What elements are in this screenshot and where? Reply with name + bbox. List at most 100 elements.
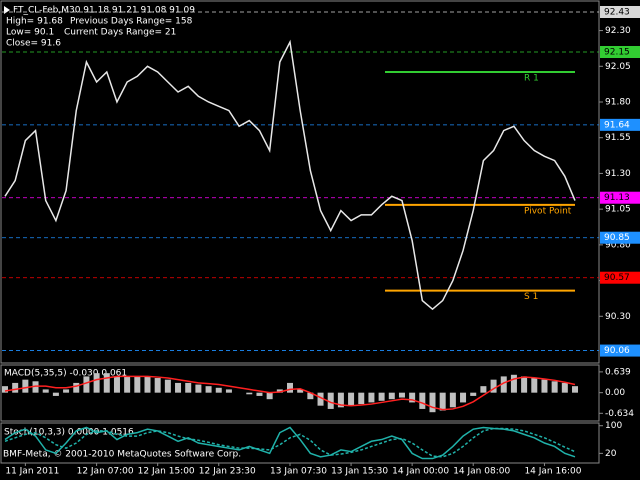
macd-bar — [358, 392, 365, 405]
x-tick-label: 12 Jan 15:00 — [138, 467, 195, 477]
x-tick-label: 13 Jan 07:30 — [270, 467, 327, 477]
macd-bar — [42, 389, 49, 393]
macd-bar — [500, 376, 507, 393]
price-marker-label: 92.43 — [604, 8, 630, 18]
macd-bar — [205, 386, 212, 393]
price-marker — [600, 231, 640, 244]
macd-bar — [429, 392, 436, 413]
macd-bar — [154, 378, 161, 393]
price-marker-label: 91.64 — [604, 120, 630, 130]
x-tick-label: 13 Jan 15:30 — [331, 467, 388, 477]
macd-bar — [490, 379, 497, 393]
pivot-level-label: R 1 — [524, 74, 539, 84]
price-marker — [600, 344, 640, 357]
cur-range: Current Days Range= 21 — [64, 28, 176, 38]
macd-bar — [276, 389, 283, 393]
y-tick-label: 92.05 — [605, 62, 631, 72]
high: High= 91.68 — [6, 17, 63, 27]
macd-bar — [134, 376, 141, 393]
y-tick-label: 91.55 — [605, 133, 631, 143]
macd-bar — [266, 392, 273, 400]
prev-range: Previous Days Range= 158 — [70, 17, 193, 27]
macd-bar — [164, 379, 171, 393]
macd-bar — [256, 392, 263, 396]
macd-bar — [531, 378, 538, 393]
macd-bar — [22, 379, 29, 393]
y-tick-label: 91.05 — [605, 205, 631, 215]
y-tick-label: 90.30 — [605, 312, 631, 322]
y-tick-label: -0.634 — [605, 409, 634, 419]
macd-signal — [4, 375, 576, 411]
macd-bar — [73, 382, 80, 393]
x-tick-label: 11 Jan 2011 — [5, 467, 59, 477]
pivot-level-label: Pivot Point — [524, 206, 572, 216]
y-tick-label: 92.30 — [605, 26, 631, 36]
macd-bar — [113, 376, 120, 393]
macd-bar — [561, 382, 568, 393]
low: Low= 90.1 — [6, 28, 54, 38]
macd-bar — [409, 392, 416, 403]
macd-bar — [510, 374, 517, 393]
price-marker — [600, 118, 640, 131]
price-marker-label: 90.85 — [604, 233, 630, 243]
macd-bar — [287, 382, 293, 393]
macd-bar — [195, 384, 202, 393]
macd-bar — [2, 386, 8, 393]
main-pane — [0, 0, 600, 364]
macd-bar — [348, 392, 355, 406]
pivot-level-label: S 1 — [524, 292, 538, 302]
macd-bar — [83, 376, 90, 393]
macd-bar — [52, 392, 59, 396]
macd-bar — [317, 392, 324, 406]
price-line — [4, 39, 576, 311]
macd-bar — [103, 373, 110, 393]
macd-bar — [327, 392, 334, 409]
x-tick-label: 14 Jan 00:00 — [392, 467, 449, 477]
price-marker-label: 90.57 — [604, 273, 630, 283]
macd-title: MACD(5,35,5) -0.030 0.061 — [4, 369, 127, 379]
macd-bar — [368, 392, 375, 403]
stoch-signal — [4, 427, 576, 458]
macd-bar — [124, 376, 131, 393]
y-tick-label: 91.30 — [605, 169, 631, 179]
macd-bar — [246, 392, 253, 395]
macd-bar — [480, 386, 487, 393]
symbol: FT_CL-Feb,M30 91.18 91.21 91.08 91.09 — [13, 6, 195, 16]
macd-bar — [225, 389, 232, 393]
macd-bar — [388, 392, 395, 400]
macd-bar — [521, 376, 528, 393]
macd-bar — [12, 382, 19, 393]
y-tick-label: 90.80 — [605, 240, 631, 250]
y-tick-label: 100 — [605, 421, 622, 431]
close: Close= 91.6 — [6, 39, 61, 49]
macd-bar — [541, 379, 548, 393]
y-tick-label: 20 — [605, 449, 617, 459]
macd-bar — [460, 392, 467, 403]
stoch-pane — [0, 422, 600, 464]
price-marker-label: 92.15 — [604, 48, 630, 58]
x-tick-label: 12 Jan 07:00 — [77, 467, 134, 477]
macd-bar — [551, 381, 558, 393]
y-tick-label: 91.80 — [605, 98, 631, 108]
footer: BMF-Meta, © 2001-2010 MetaQuotes Softwar… — [3, 450, 241, 460]
macd-bar — [215, 387, 222, 393]
macd-bar — [297, 389, 304, 393]
stoch-title: Stoch(10,3,3) 0.0000 1.0516 — [4, 428, 134, 438]
macd-bar — [307, 392, 314, 400]
x-tick-label: 14 Jan 16:00 — [524, 467, 581, 477]
macd-bar — [419, 392, 426, 409]
stoch-main — [4, 426, 576, 460]
macd-bar — [175, 382, 182, 393]
y-tick-label: 0.639 — [605, 367, 631, 377]
y-tick-label: 0.00 — [605, 388, 625, 398]
macd-bar — [398, 392, 405, 398]
macd-bar — [337, 392, 344, 408]
macd-bar — [378, 392, 385, 401]
macd-bar — [63, 389, 70, 393]
x-tick-label: 12 Jan 23:30 — [199, 467, 256, 477]
macd-bar — [93, 373, 100, 393]
macd-bar — [470, 392, 477, 396]
macd-bar — [144, 376, 151, 393]
price-marker — [600, 191, 640, 204]
